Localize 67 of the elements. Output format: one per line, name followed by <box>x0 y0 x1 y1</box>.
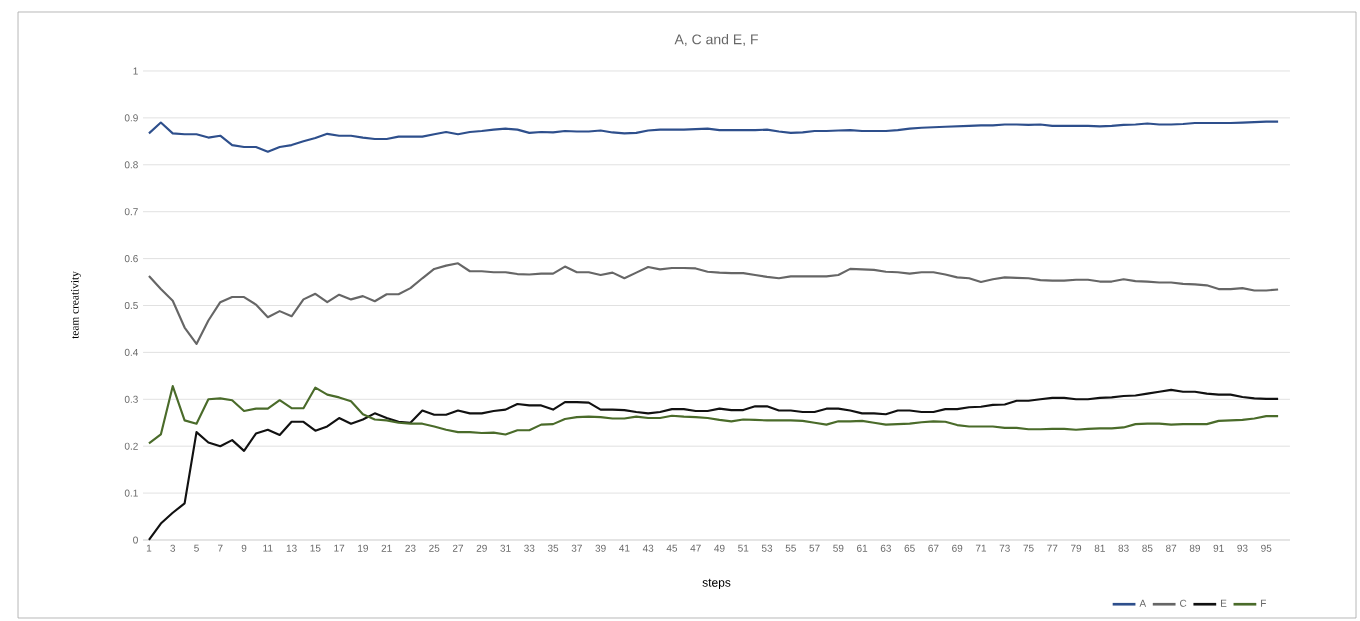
x-tick-label: 39 <box>595 544 606 552</box>
chart-title: A, C and E, F <box>674 34 758 46</box>
y-tick-label: 0.4 <box>124 348 139 356</box>
x-tick-label: 47 <box>690 544 701 552</box>
x-tick-label: 45 <box>666 544 678 552</box>
x-tick-label: 85 <box>1142 544 1153 552</box>
x-tick-label: 77 <box>1047 544 1058 552</box>
x-tick-label: 37 <box>571 544 582 552</box>
y-tick-label: 0.7 <box>124 208 138 216</box>
x-tick-label: 11 <box>263 544 273 552</box>
x-tick-label: 25 <box>429 544 440 552</box>
x-tick-label: 35 <box>547 544 559 552</box>
x-tick-label: 81 <box>1094 544 1105 552</box>
x-tick-label: 41 <box>619 544 630 552</box>
y-tick-label: 1 <box>133 67 138 75</box>
y-tick-label: 0 <box>133 536 138 544</box>
x-tick-label: 33 <box>524 544 535 552</box>
legend-label: C <box>1180 599 1187 607</box>
x-tick-label: 49 <box>714 544 725 552</box>
legend-label: E <box>1221 599 1227 607</box>
x-tick-label: 79 <box>1071 544 1082 552</box>
y-axis-title: team creativity <box>71 271 81 339</box>
x-tick-label: 57 <box>809 544 820 552</box>
x-tick-label: 53 <box>761 544 773 552</box>
x-tick-label: 3 <box>170 544 176 552</box>
x-tick-label: 43 <box>642 544 654 552</box>
y-tick-label: 0.8 <box>124 161 138 169</box>
x-tick-label: 17 <box>334 544 345 552</box>
x-tick-label: 15 <box>310 544 321 552</box>
x-tick-label: 13 <box>286 544 297 552</box>
x-tick-label: 55 <box>785 544 796 552</box>
y-tick-label: 0.9 <box>124 114 138 122</box>
y-tick-label: 0.1 <box>124 489 138 497</box>
x-tick-label: 5 <box>194 544 199 552</box>
x-tick-label: 95 <box>1261 544 1272 552</box>
x-tick-label: 67 <box>928 544 939 552</box>
y-tick-label: 0.3 <box>124 395 138 403</box>
x-tick-label: 9 <box>241 544 247 552</box>
x-tick-label: 27 <box>452 544 464 552</box>
x-tick-label: 71 <box>975 544 987 552</box>
x-tick-label: 93 <box>1237 544 1248 552</box>
y-tick-label: 0.5 <box>124 301 138 310</box>
x-tick-label: 65 <box>904 544 915 552</box>
y-tick-label: 0.2 <box>124 442 138 450</box>
x-tick-label: 89 <box>1189 544 1200 552</box>
x-tick-label: 83 <box>1118 544 1129 552</box>
x-tick-label: 31 <box>500 544 511 552</box>
x-tick-label: 69 <box>952 544 963 552</box>
y-tick-label: 0.6 <box>124 255 138 263</box>
x-tick-label: 91 <box>1213 544 1224 552</box>
x-tick-label: 21 <box>381 544 392 552</box>
x-tick-label: 73 <box>999 544 1010 552</box>
x-tick-label: 23 <box>405 544 416 552</box>
x-tick-label: 7 <box>218 544 223 552</box>
x-tick-label: 87 <box>1166 544 1177 552</box>
x-tick-label: 59 <box>833 544 844 552</box>
x-tick-label: 61 <box>857 544 868 552</box>
legend-label: A <box>1139 599 1147 607</box>
line-series <box>147 388 1280 542</box>
x-tick-label: 51 <box>738 544 749 552</box>
x-tick-label: 1 <box>146 544 152 552</box>
x-axis-title: steps <box>702 578 731 590</box>
x-tick-label: 75 <box>1023 544 1034 552</box>
legend-label: F <box>1261 599 1266 607</box>
x-tick-label: 29 <box>476 544 487 552</box>
x-tick-label: 63 <box>880 544 891 552</box>
x-tick-label: 19 <box>358 544 368 552</box>
